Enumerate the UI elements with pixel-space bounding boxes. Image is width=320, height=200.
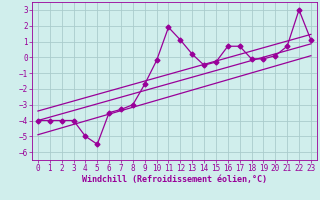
X-axis label: Windchill (Refroidissement éolien,°C): Windchill (Refroidissement éolien,°C) xyxy=(82,175,267,184)
